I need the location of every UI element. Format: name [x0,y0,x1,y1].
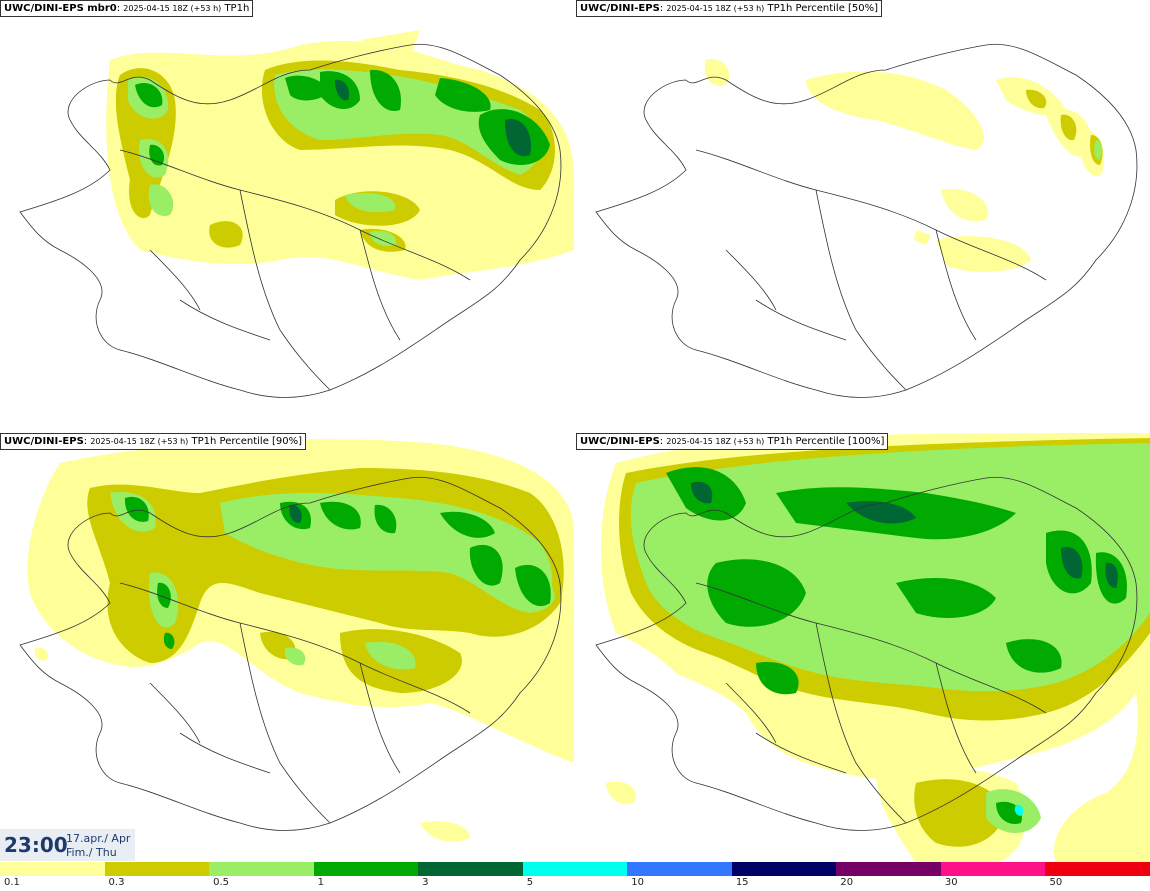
precipitation-legend: 0.1 0.3 0.5 1 3 5 10 15 20 30 50 [0,862,1150,891]
legend-tick-label: 10 [631,877,644,888]
legend-tick-label: 1 [317,877,324,888]
precipitation-map [595,433,1150,863]
legend-swatch [522,862,629,876]
valid-weekday: Fim./ Thu [66,846,117,859]
legend-swatch [209,862,315,876]
precipitation-map [19,439,574,842]
legend-tick-label: 30 [944,877,958,888]
panel-title: UWC/DINI-EPS: 2025-04-15 18Z (+53 h) TP1… [576,0,883,17]
legend-tick-label: 50 [1049,877,1063,888]
panel-title: UWC/DINI-EPS mbr0: 2025-04-15 18Z (+53 h… [0,0,254,17]
legend-swatch [418,862,524,876]
legend-swatch [836,862,942,876]
map-panel-p50: UWC/DINI-EPS: 2025-04-15 18Z (+53 h) TP1… [576,0,1150,430]
legend-swatch [627,862,733,876]
legend-swatch [313,862,420,876]
legend-tick-label: 20 [840,877,854,888]
legend-swatch [104,862,211,876]
legend-tick-label: 5 [526,877,534,888]
legend-tick-label: 0.1 [4,877,20,888]
legend-tick-label: 0.3 [108,877,125,888]
legend-tick-label: 0.5 [213,877,229,888]
legend-swatch [940,862,1047,876]
panel-title: UWC/DINI-EPS: 2025-04-15 18Z (+53 h) TP1… [576,433,889,450]
legend-swatch [1045,862,1150,876]
legend-tick-label: 3 [422,877,429,888]
map-panel-p90: UWC/DINI-EPS: 2025-04-15 18Z (+53 h) TP1… [0,433,574,863]
precipitation-map [595,43,1138,398]
legend-tick-label: 15 [735,877,749,888]
legend-swatch [731,862,838,876]
valid-date: 17.apr./ Apr [66,832,131,845]
map-panel-mbr0: UWC/DINI-EPS mbr0: 2025-04-15 18Z (+53 h… [0,0,574,430]
map-panel-p100: UWC/DINI-EPS: 2025-04-15 18Z (+53 h) TP1… [576,433,1150,863]
precipitation-map [19,30,574,398]
legend-swatch [0,862,106,876]
panel-title: UWC/DINI-EPS: 2025-04-15 18Z (+53 h) TP1… [0,433,307,450]
valid-time-box: 23:00 17.apr./ Apr Fim./ Thu [0,829,135,861]
valid-time: 23:00 [4,833,68,857]
